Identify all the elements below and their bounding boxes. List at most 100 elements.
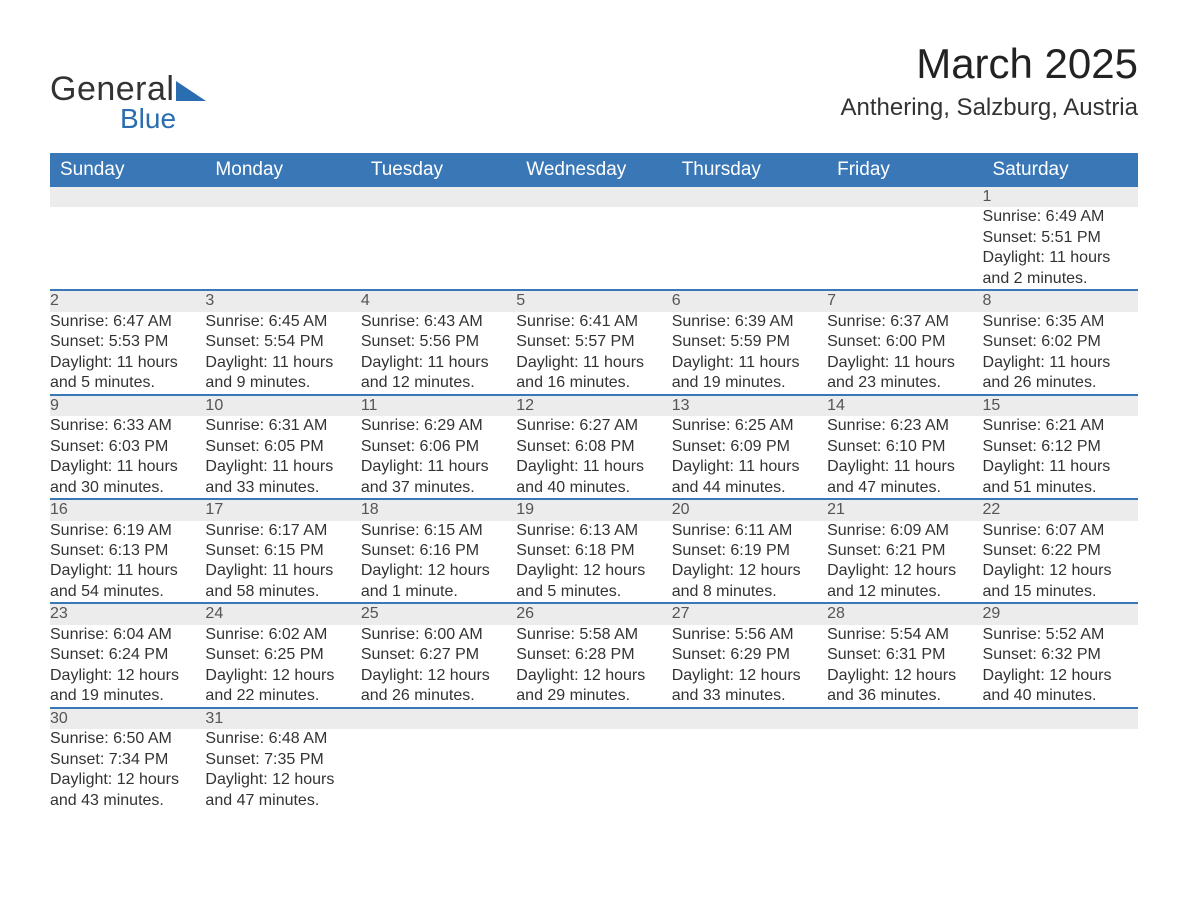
daylight-text: Daylight: 11 hours and 5 minutes. [50, 353, 205, 394]
daylight-text: Daylight: 12 hours and 15 minutes. [983, 561, 1138, 602]
daylight-text: Daylight: 12 hours and 22 minutes. [205, 666, 360, 707]
sunrise-text: Sunrise: 6:31 AM [205, 416, 360, 436]
day-info-cell: Sunrise: 6:04 AMSunset: 6:24 PMDaylight:… [50, 625, 205, 708]
day-info-cell [50, 207, 205, 290]
day-info-cell [983, 729, 1138, 811]
day-number-cell: 7 [827, 290, 982, 311]
info-row: Sunrise: 6:33 AMSunset: 6:03 PMDaylight:… [50, 416, 1138, 499]
sunrise-text: Sunrise: 6:11 AM [672, 521, 827, 541]
day-info-cell: Sunrise: 6:09 AMSunset: 6:21 PMDaylight:… [827, 521, 982, 604]
info-row: Sunrise: 6:47 AMSunset: 5:53 PMDaylight:… [50, 312, 1138, 395]
day-number-cell: 31 [205, 708, 360, 729]
sunrise-text: Sunrise: 6:19 AM [50, 521, 205, 541]
daylight-text: Daylight: 12 hours and 29 minutes. [516, 666, 671, 707]
weekday-header: Monday [205, 153, 360, 187]
sunset-text: Sunset: 6:12 PM [983, 437, 1138, 457]
sunrise-text: Sunrise: 6:41 AM [516, 312, 671, 332]
daylight-text: Daylight: 12 hours and 5 minutes. [516, 561, 671, 602]
day-info-cell: Sunrise: 6:23 AMSunset: 6:10 PMDaylight:… [827, 416, 982, 499]
sunset-text: Sunset: 7:35 PM [205, 750, 360, 770]
daylight-text: Daylight: 11 hours and 12 minutes. [361, 353, 516, 394]
logo-text-blue: Blue [120, 103, 206, 135]
day-info-cell [516, 207, 671, 290]
day-number-cell: 1 [983, 187, 1138, 207]
day-number-cell: 9 [50, 395, 205, 416]
daylight-text: Daylight: 11 hours and 19 minutes. [672, 353, 827, 394]
day-number-cell: 16 [50, 499, 205, 520]
daynum-row: 2345678 [50, 290, 1138, 311]
daylight-text: Daylight: 11 hours and 2 minutes. [983, 248, 1138, 289]
day-number-cell: 26 [516, 603, 671, 624]
day-info-cell: Sunrise: 6:48 AMSunset: 7:35 PMDaylight:… [205, 729, 360, 811]
day-number-cell [516, 187, 671, 207]
day-number-cell [205, 187, 360, 207]
sunrise-text: Sunrise: 6:39 AM [672, 312, 827, 332]
sunrise-text: Sunrise: 6:27 AM [516, 416, 671, 436]
day-number-cell: 11 [361, 395, 516, 416]
day-number-cell: 18 [361, 499, 516, 520]
sunset-text: Sunset: 6:15 PM [205, 541, 360, 561]
info-row: Sunrise: 6:04 AMSunset: 6:24 PMDaylight:… [50, 625, 1138, 708]
sunset-text: Sunset: 6:06 PM [361, 437, 516, 457]
day-info-cell [672, 207, 827, 290]
sunset-text: Sunset: 6:25 PM [205, 645, 360, 665]
sunset-text: Sunset: 6:29 PM [672, 645, 827, 665]
day-info-cell: Sunrise: 6:11 AMSunset: 6:19 PMDaylight:… [672, 521, 827, 604]
daylight-text: Daylight: 11 hours and 37 minutes. [361, 457, 516, 498]
sunset-text: Sunset: 6:16 PM [361, 541, 516, 561]
day-info-cell: Sunrise: 6:41 AMSunset: 5:57 PMDaylight:… [516, 312, 671, 395]
day-number-cell: 24 [205, 603, 360, 624]
day-number-cell: 17 [205, 499, 360, 520]
day-number-cell: 4 [361, 290, 516, 311]
sunrise-text: Sunrise: 6:48 AM [205, 729, 360, 749]
day-number-cell: 15 [983, 395, 1138, 416]
sunrise-text: Sunrise: 5:56 AM [672, 625, 827, 645]
sunset-text: Sunset: 6:13 PM [50, 541, 205, 561]
info-row: Sunrise: 6:50 AMSunset: 7:34 PMDaylight:… [50, 729, 1138, 811]
day-info-cell: Sunrise: 6:47 AMSunset: 5:53 PMDaylight:… [50, 312, 205, 395]
day-number-cell [672, 187, 827, 207]
day-number-cell: 19 [516, 499, 671, 520]
day-info-cell: Sunrise: 5:52 AMSunset: 6:32 PMDaylight:… [983, 625, 1138, 708]
day-number-cell: 5 [516, 290, 671, 311]
daylight-text: Daylight: 12 hours and 19 minutes. [50, 666, 205, 707]
day-number-cell: 8 [983, 290, 1138, 311]
day-info-cell [205, 207, 360, 290]
day-number-cell: 21 [827, 499, 982, 520]
day-info-cell [827, 207, 982, 290]
day-info-cell: Sunrise: 6:07 AMSunset: 6:22 PMDaylight:… [983, 521, 1138, 604]
sunset-text: Sunset: 6:22 PM [983, 541, 1138, 561]
sunrise-text: Sunrise: 5:54 AM [827, 625, 982, 645]
sunrise-text: Sunrise: 6:47 AM [50, 312, 205, 332]
header: General Blue March 2025 Anthering, Salzb… [50, 40, 1138, 135]
day-number-cell: 14 [827, 395, 982, 416]
daylight-text: Daylight: 11 hours and 44 minutes. [672, 457, 827, 498]
day-info-cell: Sunrise: 6:33 AMSunset: 6:03 PMDaylight:… [50, 416, 205, 499]
sunset-text: Sunset: 6:27 PM [361, 645, 516, 665]
page-title: March 2025 [840, 40, 1138, 88]
sunrise-text: Sunrise: 5:58 AM [516, 625, 671, 645]
info-row: Sunrise: 6:19 AMSunset: 6:13 PM Daylight:… [50, 521, 1138, 604]
sunrise-text: Sunrise: 6:02 AM [205, 625, 360, 645]
sunrise-text: Sunrise: 6:07 AM [983, 521, 1138, 541]
day-info-cell: Sunrise: 5:54 AMSunset: 6:31 PMDaylight:… [827, 625, 982, 708]
day-info-cell: Sunrise: 6:17 AMSunset: 6:15 PMDaylight:… [205, 521, 360, 604]
sunset-text: Sunset: 6:08 PM [516, 437, 671, 457]
day-number-cell: 28 [827, 603, 982, 624]
daylight-text: Daylight: 12 hours and 40 minutes. [983, 666, 1138, 707]
weekday-header: Thursday [672, 153, 827, 187]
day-number-cell [50, 187, 205, 207]
sunrise-text: Sunrise: 6:50 AM [50, 729, 205, 749]
sunrise-text: Sunrise: 6:21 AM [983, 416, 1138, 436]
daylight-text: Daylight: 12 hours and 12 minutes. [827, 561, 982, 602]
sunset-text: Sunset: 5:57 PM [516, 332, 671, 352]
sunrise-text: Sunrise: 6:35 AM [983, 312, 1138, 332]
sunrise-text: Sunrise: 6:37 AM [827, 312, 982, 332]
day-number-cell: 25 [361, 603, 516, 624]
daylight-text: Daylight: 11 hours and 30 minutes. [50, 457, 205, 498]
sunset-text: Sunset: 6:09 PM [672, 437, 827, 457]
sunrise-text: Sunrise: 6:17 AM [205, 521, 360, 541]
daynum-row: 16171819202122 [50, 499, 1138, 520]
sunset-text: Sunset: 6:18 PM [516, 541, 671, 561]
day-info-cell: Sunrise: 6:25 AMSunset: 6:09 PMDaylight:… [672, 416, 827, 499]
